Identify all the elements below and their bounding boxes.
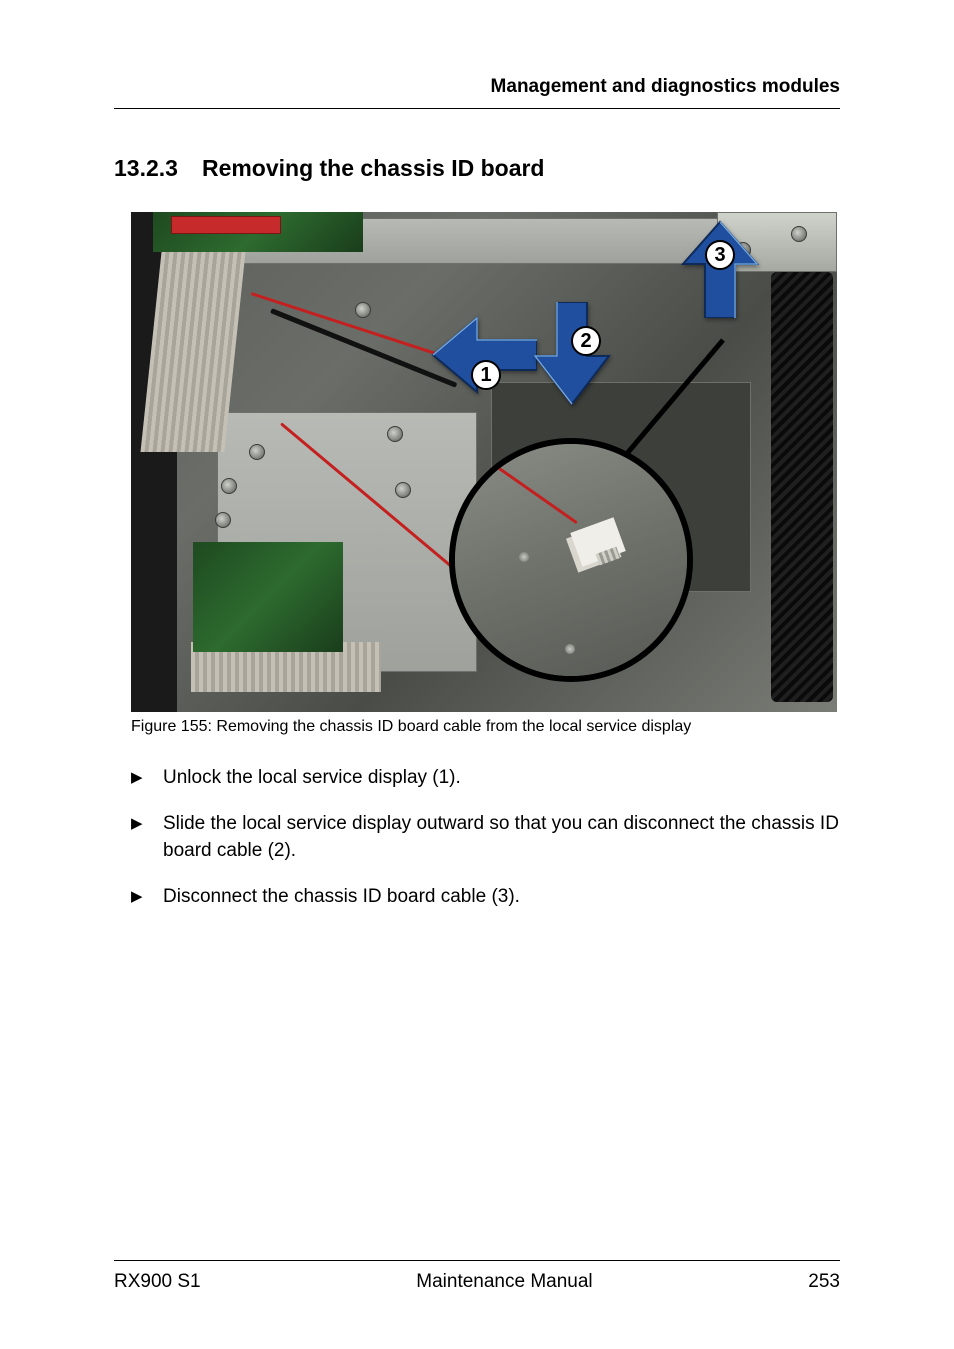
detail-screw — [655, 644, 665, 654]
footer-left: RX900 S1 — [114, 1271, 201, 1293]
step-item: ▶ Slide the local service display outwar… — [131, 810, 840, 865]
cable-sleeve-right — [771, 272, 833, 702]
page: Management and diagnostics modules 13.2.… — [0, 0, 954, 1349]
section-heading: 13.2.3 Removing the chassis ID board — [114, 155, 840, 182]
section-number: 13.2.3 — [114, 155, 178, 182]
figure-caption: Figure 155: Removing the chassis ID boar… — [131, 718, 840, 736]
step-text: Disconnect the chassis ID board cable (3… — [163, 883, 840, 911]
footer-right: 253 — [808, 1271, 840, 1293]
detail-bg — [455, 444, 687, 676]
running-header: Management and diagnostics modules — [114, 76, 840, 109]
screw — [221, 478, 237, 494]
screw — [395, 482, 411, 498]
arrow-2 — [529, 302, 615, 410]
red-connector-top — [171, 216, 281, 234]
step-item: ▶ Disconnect the chassis ID board cable … — [131, 883, 840, 911]
badge-2: 2 — [571, 326, 601, 356]
step-item: ▶ Unlock the local service display (1). — [131, 764, 840, 792]
screw — [387, 426, 403, 442]
screw — [791, 226, 807, 242]
step-list: ▶ Unlock the local service display (1). … — [114, 764, 840, 910]
detail-screw — [565, 644, 575, 654]
detail-circle — [449, 438, 693, 682]
step-marker-icon: ▶ — [131, 883, 163, 910]
figure: 1 2 3 — [131, 212, 840, 712]
page-footer: RX900 S1 Maintenance Manual 253 — [114, 1260, 840, 1293]
screw — [355, 302, 371, 318]
technical-photo: 1 2 3 — [131, 212, 837, 712]
step-text: Slide the local service display outward … — [163, 810, 840, 865]
step-marker-icon: ▶ — [131, 810, 163, 837]
running-title: Management and diagnostics modules — [491, 76, 840, 97]
screw — [215, 512, 231, 528]
detail-screw — [519, 552, 529, 562]
bottom-pcb — [193, 542, 343, 652]
step-marker-icon: ▶ — [131, 764, 163, 791]
badge-1: 1 — [471, 360, 501, 390]
step-text: Unlock the local service display (1). — [163, 764, 840, 792]
section-title: Removing the chassis ID board — [202, 155, 545, 182]
badge-3: 3 — [705, 240, 735, 270]
footer-center: Maintenance Manual — [416, 1271, 592, 1293]
screw — [249, 444, 265, 460]
